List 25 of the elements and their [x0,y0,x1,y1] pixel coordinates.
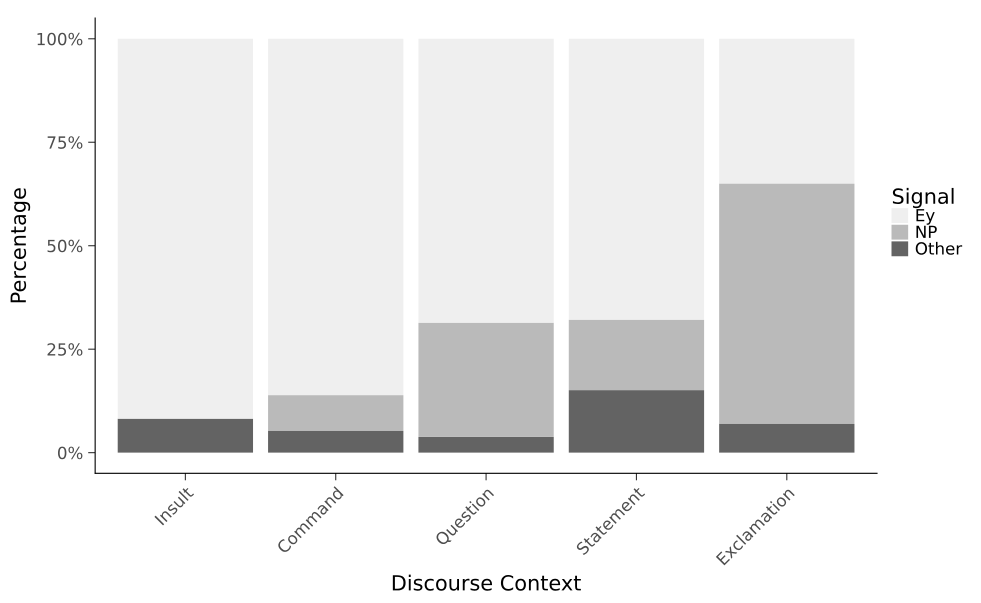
bar [118,38,254,419]
legend-label: NP [916,226,937,238]
bar [568,320,704,390]
bar [568,390,704,453]
y-axis-title: Percentage [10,188,30,302]
bar [719,184,854,424]
bar [568,38,704,320]
legend-title: Signal [892,188,954,208]
bar [418,436,554,453]
bar [418,38,554,323]
y-tick-label: 50% [48,240,82,252]
y-tick-label: 100% [38,32,82,46]
bar [268,38,404,396]
y-tick-label: 75% [48,136,82,149]
legend-label: Ey [916,209,935,225]
bar [268,395,404,431]
bar [418,322,554,437]
x-axis-title: Discourse Context [392,574,581,591]
legend-label: Other [916,242,962,255]
y-tick-label: 0% [58,446,82,460]
bar [118,418,254,453]
bar [719,38,854,184]
bar [268,430,404,453]
y-tick-label: 25% [48,343,82,356]
bar [719,424,854,453]
